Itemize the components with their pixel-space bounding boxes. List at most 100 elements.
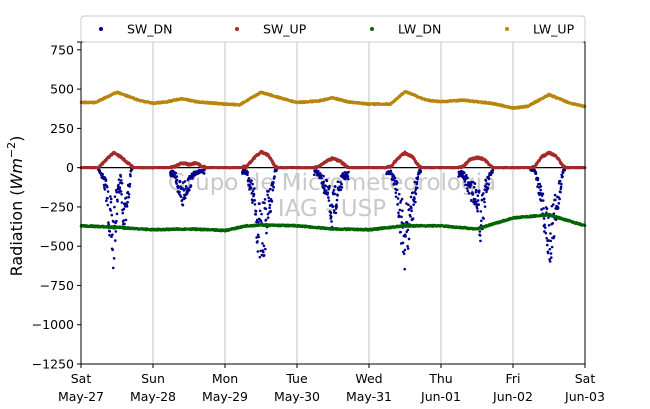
data-point xyxy=(474,188,478,192)
data-point xyxy=(335,205,339,208)
data-point xyxy=(475,207,479,210)
data-point xyxy=(416,186,419,190)
data-point xyxy=(261,242,264,245)
data-point xyxy=(346,177,350,181)
data-point xyxy=(410,209,413,213)
data-point xyxy=(250,179,253,182)
data-point xyxy=(178,179,182,183)
data-point xyxy=(252,193,256,196)
data-point xyxy=(538,182,542,186)
data-point xyxy=(405,202,408,205)
data-point xyxy=(184,185,188,188)
data-point xyxy=(118,186,122,189)
data-point xyxy=(344,177,347,181)
data-point xyxy=(270,200,274,203)
data-point xyxy=(334,211,338,215)
data-point xyxy=(398,215,401,218)
data-point xyxy=(179,185,182,189)
data-point xyxy=(127,192,131,196)
data-point xyxy=(407,203,410,207)
data-point xyxy=(125,196,128,199)
data-point xyxy=(105,185,109,189)
data-point xyxy=(543,226,547,229)
data-point xyxy=(330,220,333,223)
data-point xyxy=(122,219,125,222)
data-point xyxy=(120,181,124,185)
data-point xyxy=(255,218,259,222)
data-point xyxy=(257,221,260,224)
data-point xyxy=(253,187,256,190)
data-point xyxy=(393,182,396,185)
data-point xyxy=(407,237,411,241)
data-point xyxy=(120,179,123,182)
data-point xyxy=(180,198,184,202)
data-point xyxy=(463,171,466,175)
data-point xyxy=(106,203,110,207)
data-point xyxy=(179,195,183,198)
data-point xyxy=(476,194,480,197)
data-point xyxy=(203,168,206,172)
data-point xyxy=(400,197,404,201)
data-point xyxy=(408,208,411,211)
data-point xyxy=(322,174,325,178)
data-point xyxy=(327,199,331,202)
data-point xyxy=(125,205,129,208)
data-point xyxy=(476,199,480,202)
data-point xyxy=(541,199,545,202)
data-point xyxy=(558,197,561,201)
data-point xyxy=(332,188,336,192)
data-point xyxy=(539,185,543,188)
data-point xyxy=(329,215,333,218)
data-point xyxy=(106,196,109,200)
data-point xyxy=(269,210,273,213)
data-point xyxy=(117,178,121,181)
data-point xyxy=(327,186,331,190)
data-point xyxy=(548,260,552,263)
data-point xyxy=(126,190,130,194)
data-point xyxy=(109,209,112,212)
data-point xyxy=(398,208,402,212)
data-point xyxy=(474,190,478,194)
data-point xyxy=(189,184,193,188)
data-point xyxy=(401,241,405,245)
data-point xyxy=(477,203,481,206)
data-point xyxy=(112,257,116,260)
data-point xyxy=(561,171,565,174)
data-point xyxy=(487,183,491,186)
data-point xyxy=(480,219,483,223)
data-point xyxy=(406,247,410,250)
data-point xyxy=(547,224,551,227)
data-point xyxy=(410,206,413,210)
data-point xyxy=(173,173,176,177)
data-point xyxy=(105,199,108,203)
data-point xyxy=(317,169,320,173)
data-point xyxy=(263,198,267,201)
data-point xyxy=(113,205,116,209)
data-point xyxy=(485,182,489,185)
data-point xyxy=(174,171,178,175)
data-point xyxy=(414,192,418,196)
data-point xyxy=(478,189,481,193)
data-point xyxy=(267,189,270,193)
data-point xyxy=(248,183,252,187)
data-point xyxy=(401,209,404,213)
data-point xyxy=(323,187,326,190)
data-point xyxy=(123,222,126,226)
vertical-grid xyxy=(152,42,514,364)
data-point xyxy=(468,185,472,189)
data-point xyxy=(175,182,178,185)
data-point xyxy=(272,181,275,184)
data-point xyxy=(263,201,266,205)
data-point xyxy=(114,230,118,233)
data-point xyxy=(183,196,187,200)
data-point xyxy=(472,200,475,204)
data-point xyxy=(267,199,271,203)
data-point xyxy=(473,197,477,201)
data-point xyxy=(546,251,550,255)
data-point xyxy=(557,181,561,185)
data-point xyxy=(467,192,471,195)
data-point xyxy=(115,212,119,216)
data-point xyxy=(181,187,184,190)
data-point xyxy=(563,168,567,172)
data-point xyxy=(111,266,115,270)
